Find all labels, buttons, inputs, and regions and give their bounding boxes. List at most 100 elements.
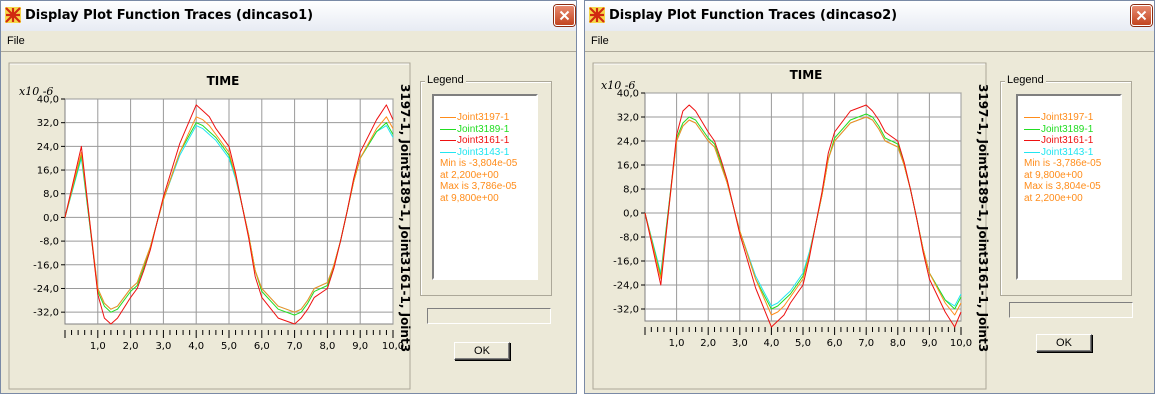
legend-swatch — [1024, 128, 1040, 130]
legend-min-time: at 2,200e+00 — [440, 169, 499, 181]
legend-label: Joint3143-1 — [457, 146, 510, 158]
y-tick-label: 40,0 — [37, 95, 59, 106]
sap-app-icon — [589, 7, 605, 23]
x-tick-label: 5,0 — [221, 341, 237, 352]
window-title: Display Plot Function Traces (dincaso2) — [609, 8, 898, 23]
series-vertical-label: 3197-1, Joint3189-1, Joint3161-1, Joint3 — [976, 84, 990, 353]
x-tick-label: 2,0 — [123, 341, 139, 352]
series-vertical-label: 3197-1, Joint3189-1, Joint3161-1, Joint3 — [398, 84, 412, 353]
legend-caption: Legend — [1005, 74, 1046, 86]
y-tick-label: -24,0 — [613, 281, 639, 292]
legend-caption: Legend — [425, 74, 466, 86]
time-history-chart: TIME x10 -640,0 32,0 24,0 16,0 8,0 0,0 -8,0 -16,… — [8, 62, 411, 390]
x-tick-label: 7,0 — [858, 338, 874, 349]
x-tick-label: 1,0 — [669, 338, 685, 349]
legend-swatch — [1024, 151, 1040, 153]
x-tick-label: 8,0 — [319, 341, 335, 352]
x-tick-label: 6,0 — [827, 338, 843, 349]
legend-swatch — [440, 140, 456, 142]
close-button[interactable] — [554, 5, 575, 26]
x-tick-label: 9,0 — [352, 341, 368, 352]
x-tick-label: 6,0 — [254, 341, 270, 352]
ok-button[interactable]: OK — [1036, 334, 1092, 352]
legend-group — [1000, 81, 1132, 296]
y-tick-label: -8,0 — [619, 233, 639, 244]
x-tick-label: 3,0 — [155, 341, 171, 352]
y-tick-label: 16,0 — [617, 161, 639, 172]
legend-panel: Joint3197-1 Joint3189-1 Joint3161-1 Join… — [432, 94, 538, 280]
y-tick-label: 24,0 — [617, 137, 639, 148]
chart-title: TIME — [207, 74, 240, 88]
y-exponent-label: x10 -6 — [601, 79, 635, 92]
menu-file[interactable]: File — [7, 35, 25, 47]
close-icon — [1136, 10, 1147, 21]
y-tick-label: 8,0 — [623, 185, 639, 196]
y-tick-label: 40,0 — [617, 89, 639, 100]
y-tick-label: 0,0 — [43, 213, 59, 224]
legend-item: Joint3197-1 — [434, 112, 536, 124]
menu-separator — [1, 51, 576, 52]
legend-item: Joint3161-1 — [434, 135, 536, 147]
plot-window-dincaso1: Display Plot Function Traces (dincaso1) … — [0, 0, 577, 394]
menu-file[interactable]: File — [591, 35, 609, 47]
x-tick-label: 9,0 — [921, 338, 937, 349]
ok-button[interactable]: OK — [454, 342, 510, 360]
y-tick-label: 0,0 — [623, 209, 639, 220]
menu-bar: File — [585, 31, 1154, 51]
y-tick-label: -32,0 — [33, 308, 59, 319]
legend-swatch — [1024, 117, 1040, 119]
legend-swatch — [440, 128, 456, 130]
legend-min-value: Min is -3,804e-05 — [440, 158, 518, 169]
menu-separator — [585, 51, 1154, 52]
legend-item: Joint3197-1 — [1018, 112, 1120, 124]
x-tick-label: 2,0 — [700, 338, 716, 349]
window-title: Display Plot Function Traces (dincaso1) — [25, 8, 314, 23]
legend-item: Joint3189-1 — [1018, 124, 1120, 136]
legend-group — [420, 81, 552, 296]
sap-app-icon — [5, 7, 21, 23]
y-tick-label: 32,0 — [37, 118, 59, 129]
legend-swatch — [1024, 140, 1040, 142]
x-tick-label: 5,0 — [795, 338, 811, 349]
y-tick-label: -8,0 — [39, 237, 59, 248]
legend-min-max-info: Min is -3,786e-05 at 9,800e+00 Max is 3,… — [1018, 158, 1120, 204]
legend-min-max-info: Min is -3,804e-05 at 2,200e+00 Max is 3,… — [434, 158, 536, 204]
legend-label: Joint3161-1 — [1041, 135, 1094, 146]
legend-max-value: Max is 3,804e-05 — [1024, 181, 1101, 192]
series-line-joint3161-1 — [644, 104, 962, 328]
x-tick-label: 10,0 — [382, 341, 404, 352]
x-tick-label: 4,0 — [188, 341, 204, 352]
x-tick-label: 1,0 — [90, 341, 106, 352]
close-button[interactable] — [1131, 5, 1152, 26]
x-tick-label: 8,0 — [890, 338, 906, 349]
legend-item: Joint3143-1 — [434, 147, 536, 159]
y-tick-label: -32,0 — [613, 305, 639, 316]
legend-item: Joint3189-1 — [434, 124, 536, 136]
plot-window-dincaso2: Display Plot Function Traces (dincaso2) … — [584, 0, 1155, 394]
x-tick-label: 3,0 — [732, 338, 748, 349]
title-bar[interactable]: Display Plot Function Traces (dincaso2) — [585, 1, 1154, 31]
legend-label: Joint3197-1 — [457, 112, 510, 123]
legend-min-value: Min is -3,786e-05 — [1024, 158, 1102, 169]
legend-max-time: at 2,200e+00 — [1024, 192, 1083, 204]
legend-panel: Joint3197-1 Joint3189-1 Joint3161-1 Join… — [1016, 94, 1122, 280]
legend-label: Joint3161-1 — [457, 135, 510, 146]
y-exponent-label: x10 -6 — [19, 85, 53, 98]
status-field — [1009, 302, 1133, 318]
x-tick-label: 10,0 — [950, 338, 972, 349]
legend-swatch — [440, 151, 456, 153]
status-field — [427, 308, 551, 324]
legend-item: Joint3143-1 — [1018, 147, 1120, 159]
series-line-joint3161-1 — [64, 104, 394, 325]
legend-label: Joint3197-1 — [1041, 112, 1094, 123]
y-tick-label: 24,0 — [37, 142, 59, 153]
legend-item: Joint3161-1 — [1018, 135, 1120, 147]
y-tick-label: -24,0 — [33, 284, 59, 295]
legend-swatch — [440, 117, 456, 119]
title-bar[interactable]: Display Plot Function Traces (dincaso1) — [1, 1, 576, 31]
x-tick-label: 4,0 — [763, 338, 779, 349]
time-history-chart: TIME x10 -640,0 32,0 24,0 16,0 8,0 0,0 -8,0 -16,… — [592, 62, 987, 390]
y-tick-label: -16,0 — [33, 260, 59, 271]
legend-label: Joint3189-1 — [1041, 123, 1094, 135]
legend-label: Joint3189-1 — [457, 123, 510, 135]
